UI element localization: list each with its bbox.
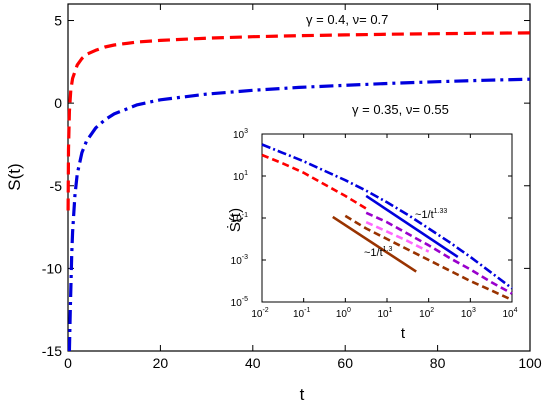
inset-background [262,134,512,302]
main-x-tick-label: 40 [245,355,261,371]
main-chart: 0 20 40 60 80 100 -15 -10 -5 0 5 t S(t) γ = 0.4, ν… [5,3,542,404]
main-y-axis-label: S(t) [5,163,24,190]
main-plot-frame [67,3,531,352]
main-x-tick-label: 80 [430,355,446,371]
inset-annotation-upper-exponent: 1.33 [434,208,448,215]
inset-ticks [261,133,513,303]
inset-x-tick-label: 101 [377,307,392,320]
main-series [66,31,531,352]
inset-x-axis-label: t [401,325,406,342]
inset-series [261,143,513,302]
inset-x-tick-label: 104 [502,307,517,320]
main-series-line-1 [67,77,531,352]
main-x-tick-label: 20 [153,355,169,371]
inset-y-axis-label: Ṡ(t) [226,208,244,232]
inset-y-tick-label: 101 [233,170,248,183]
main-x-tick-label: 100 [518,355,542,371]
main-y-tick-label: -5 [50,178,63,194]
inset-tick-labels: 10-2 10-1 100 101 102 103 104 10-5 10-3 10-1 101 10… [231,128,518,320]
main-x-tick-label: 60 [337,355,353,371]
inset-annotation-upper-prefix: ~1/t [415,209,434,221]
inset-x-tick-label: 103 [461,307,476,320]
main-series-line-0 [66,31,531,211]
inset-series-line-1 [261,143,513,290]
annotation-red-params: γ = 0.4, ν= 0.7 [306,12,388,27]
inset-y-tick-label: 10-5 [231,296,248,309]
inset-series-line-6 [332,215,417,273]
main-x-tick-label: 0 [64,355,72,371]
inset-x-tick-label: 102 [419,307,434,320]
inset-x-tick-label: 100 [336,307,351,320]
inset-series-line-3 [365,221,430,253]
inset-y-tick-label: 10-1 [231,212,248,225]
inset-annotation-lower-exponent: 1.3 [383,246,393,253]
inset-x-tick-label: 10-2 [251,307,268,320]
inset-series-line-5 [365,194,459,258]
inset-annotation-lower: ~1/t1.3 [364,246,392,259]
inset-x-tick-label: 10-1 [293,307,310,320]
inset-series-line-4 [344,214,513,302]
main-x-axis-label: t [300,385,305,404]
inset-y-tick-label: 10-3 [231,254,248,267]
inset-annotation-upper: ~1/t1.33 [415,208,447,221]
inset-annotation-lower-prefix: ~1/t [364,247,383,259]
main-tick-labels: 0 20 40 60 80 100 -15 -10 -5 0 5 [42,13,542,371]
main-y-tick-label: 0 [54,95,62,111]
main-y-tick-label: -10 [42,260,62,276]
inset-series-line-2 [365,211,513,295]
main-y-tick-label: 5 [54,13,62,29]
inset-chart: 10-2 10-1 100 101 102 103 104 10-5 10-3 10-1 101 10… [226,128,518,342]
inset-series-line-0 [261,153,367,210]
main-y-tick-label: -15 [42,343,62,359]
annotation-blue-params: γ = 0.35, ν= 0.55 [352,102,449,117]
inset-y-tick-label: 103 [233,128,248,141]
